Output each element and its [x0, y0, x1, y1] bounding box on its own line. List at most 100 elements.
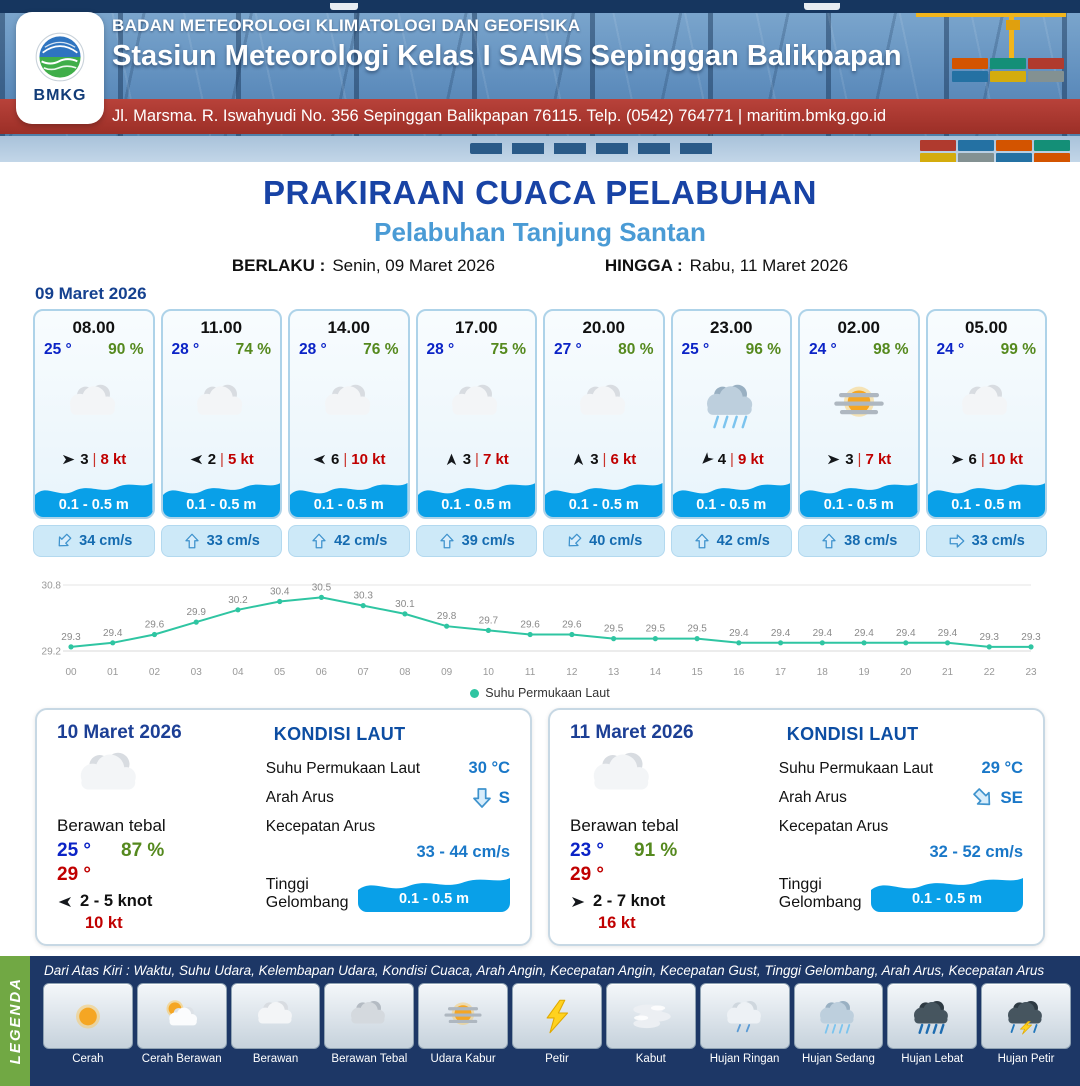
wind-separator: | [980, 451, 985, 468]
legend-item-label: Hujan Petir [997, 1053, 1055, 1065]
wind-separator: | [475, 451, 479, 468]
current-direction-icon [820, 532, 838, 550]
crane-icon [916, 13, 1066, 17]
current-direction-icon [470, 786, 494, 810]
svg-text:29.5: 29.5 [646, 624, 666, 635]
legend-item: Hujan Ringan [699, 983, 790, 1065]
svg-text:29.6: 29.6 [562, 620, 582, 631]
wind-direction-icon [571, 452, 586, 467]
weather-icon [35, 359, 153, 451]
summary-humidity: 87 % [121, 840, 165, 861]
current-direction-icon [693, 532, 711, 550]
current-direction-icon [51, 528, 76, 553]
daily-summary-card: 10 Maret 2026 Berawan tebal 25 ° 87 % 29… [35, 708, 532, 946]
forecast-card: 05.00 24 ° 99 % 6 | 10 kt 0.1 - 0.5 m 33 c… [925, 309, 1047, 557]
current-box: 39 cm/s [415, 525, 537, 557]
current-box: 33 cm/s [160, 525, 282, 557]
card-humidity: 96 % [745, 341, 781, 358]
temp-max: 29 ° [570, 864, 605, 885]
station-name: Stasiun Meteorologi Kelas I SAMS Sepingg… [112, 40, 902, 72]
series-name: Suhu Permukaan Laut [485, 686, 610, 700]
wave-height: 0.1 - 0.5 m [186, 497, 257, 513]
wave-height-band: 0.1 - 0.5 m [927, 473, 1045, 517]
legend-item: Udara Kabur [418, 983, 509, 1065]
summary-date: 10 Maret 2026 [57, 722, 182, 743]
wave-height-value: 0.1 - 0.5 m [911, 891, 983, 907]
svg-text:29.6: 29.6 [145, 620, 165, 631]
current-direction-label: Arah Arus [265, 789, 334, 806]
forecast-card: 17.00 28 ° 75 % 3 | 7 kt 0.1 - 0.5 m 39 cm… [415, 309, 537, 557]
wind-direction-icon [61, 452, 76, 467]
legend-item-label: Berawan Tebal [331, 1053, 408, 1065]
wind-direction-icon [444, 452, 459, 467]
weather-icon [290, 359, 408, 451]
wave-height: 0.1 - 0.5 m [58, 497, 129, 513]
wind-gust: 10 kt [351, 451, 386, 468]
svg-text:29.4: 29.4 [813, 628, 833, 639]
current-direction-icon [183, 532, 201, 550]
current-box: 40 cm/s [543, 525, 665, 557]
svg-text:05: 05 [274, 667, 286, 678]
legend-item: Cerah Berawan [136, 983, 227, 1065]
svg-text:29.4: 29.4 [729, 628, 749, 639]
wave-height-band: 0.1 - 0.5 m [545, 473, 663, 517]
forecast-date: 09 Maret 2026 [35, 284, 147, 303]
wind-gust: 9 kt [737, 451, 764, 468]
svg-text:29.7: 29.7 [479, 615, 499, 626]
wave-height-badge: 0.1 - 0.5 m [871, 868, 1023, 912]
forecast-card: 23.00 25 ° 96 % 4 | 9 kt 0.1 - 0.5 m 42 cm… [670, 309, 792, 557]
haze-icon [418, 983, 509, 1049]
ship-icon [804, 3, 840, 10]
current-speed-label: Kecepatan Arus [778, 818, 889, 835]
wind-gust: 5 kt [227, 451, 254, 468]
svg-text:30.2: 30.2 [228, 595, 248, 606]
summary-weather-icon [584, 748, 765, 813]
wind-direction-icon [312, 452, 327, 467]
wind-gust: 10 kt [85, 914, 123, 932]
wind-range: 2 - 7 knot [593, 892, 666, 910]
svg-text:17: 17 [775, 667, 787, 678]
legend-item-label: Berawan [252, 1053, 299, 1065]
svg-text:01: 01 [107, 667, 119, 678]
svg-text:29.2: 29.2 [42, 647, 62, 658]
card-humidity: 90 % [108, 341, 144, 358]
wave-height-band: 0.1 - 0.5 m [800, 473, 918, 517]
card-humidity: 75 % [490, 341, 526, 358]
weather-icon [545, 359, 663, 451]
cloud-thick-icon [324, 983, 415, 1049]
svg-text:18: 18 [817, 667, 829, 678]
card-humidity: 80 % [618, 341, 654, 358]
wind-speed: 4 [717, 451, 727, 468]
wave-height: 0.1 - 0.5 m [568, 497, 639, 513]
legend-vertical-strip: LEGENDA [0, 956, 30, 1086]
crane-icon [1006, 20, 1020, 30]
sea-conditions-heading: KONDISI LAUT [786, 724, 919, 744]
card-temperature: 24 ° [936, 341, 965, 358]
summary-condition: Berawan tebal [57, 816, 166, 835]
card-humidity: 74 % [235, 341, 271, 358]
forecast-cards-row: 08.00 25 ° 90 % 3 | 8 kt 0.1 - 0.5 m 34 cm… [33, 309, 1047, 557]
svg-text:30.3: 30.3 [353, 591, 373, 602]
card-temperature: 28 ° [299, 341, 327, 358]
weather-icon [418, 359, 536, 451]
current-direction-label: Arah Arus [778, 789, 847, 806]
svg-text:29.4: 29.4 [938, 628, 958, 639]
legend-item: Berawan [230, 983, 321, 1065]
sun-cloud-icon [136, 983, 227, 1049]
legend-vertical-label: LEGENDA [6, 977, 24, 1065]
svg-text:10: 10 [483, 667, 495, 678]
sun-icon [43, 983, 133, 1049]
validity-row: BERLAKU : Senin, 09 Maret 2026 HINGGA : … [0, 256, 1080, 276]
wind-separator: | [730, 451, 734, 468]
current-speed: 33 cm/s [971, 533, 1025, 549]
forecast-card: 02.00 24 ° 98 % 3 | 7 kt 0.1 - 0.5 m 38 cm… [798, 309, 920, 557]
current-direction-value: S [498, 788, 510, 807]
current-box: 33 cm/s [925, 525, 1047, 557]
bmkg-logo: BMKG [16, 12, 104, 124]
wind-separator: | [857, 451, 862, 468]
svg-text:16: 16 [733, 667, 745, 678]
sst-value: 29 °C [981, 759, 1023, 777]
temp-min: 25 ° [57, 840, 92, 861]
summary-weather-icon [71, 748, 252, 813]
sst-line-chart: 30.8 29.2 29.3 00 29.4 01 29.6 02 29.9 03 30.2 04 30… [42, 581, 1042, 679]
